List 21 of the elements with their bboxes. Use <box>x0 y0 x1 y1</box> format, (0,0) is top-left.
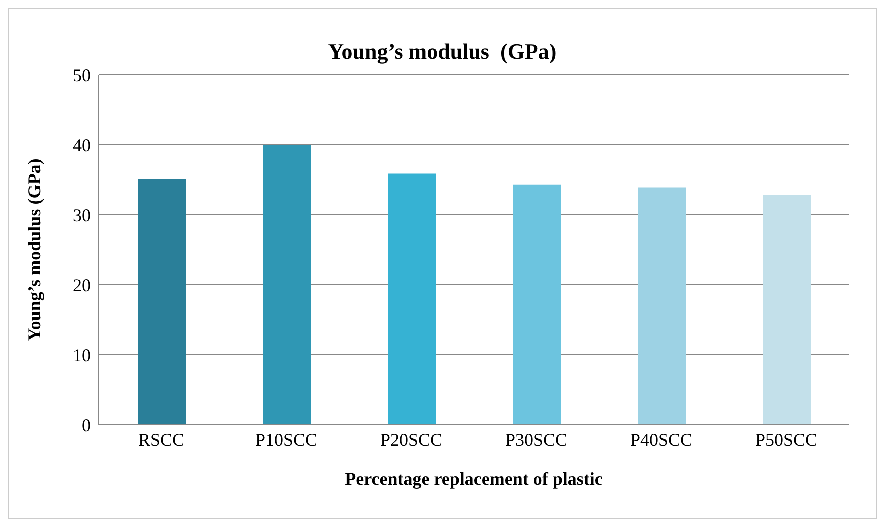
bar <box>638 188 686 425</box>
chart-title: Young’s modulus (GPa) <box>327 39 558 65</box>
x-tick-label: P20SCC <box>380 430 443 450</box>
bar <box>263 145 311 425</box>
x-tick-label: P30SCC <box>505 430 568 450</box>
x-tick-label: RSCC <box>138 430 185 450</box>
bar <box>513 184 561 425</box>
y-tick-label: 40 <box>73 135 91 156</box>
y-tick-label: 0 <box>82 415 91 436</box>
x-tick-label: P10SCC <box>255 430 318 450</box>
y-tick-label: 10 <box>73 345 91 366</box>
bar <box>763 195 811 425</box>
y-tick-label: 50 <box>73 65 91 86</box>
bar <box>138 179 186 425</box>
bar <box>388 174 436 425</box>
y-tick-label: 20 <box>73 275 91 296</box>
x-tick-label: P50SCC <box>755 430 818 450</box>
y-axis-title: Young’s modulus (GPa) <box>24 158 44 342</box>
x-axis-title: Percentage replacement of plastic <box>345 469 603 489</box>
y-tick-label: 30 <box>73 205 91 226</box>
x-tick-label: P40SCC <box>630 430 693 450</box>
